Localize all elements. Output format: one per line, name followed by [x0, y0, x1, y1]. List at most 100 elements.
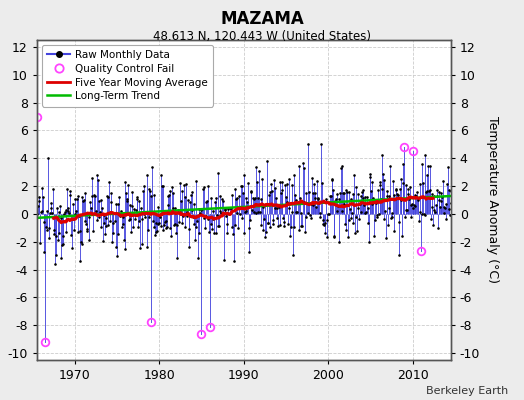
Point	[236, 211, 244, 217]
Point	[166, 187, 174, 194]
Point	[266, 224, 274, 230]
Point	[345, 217, 354, 224]
Point	[92, 208, 100, 214]
Point	[291, 192, 299, 198]
Point	[179, 213, 187, 220]
Point	[252, 164, 260, 170]
Point	[300, 164, 309, 171]
Point	[294, 227, 303, 234]
Point	[446, 188, 455, 194]
Point	[201, 225, 209, 232]
Point	[397, 197, 405, 204]
Point	[342, 187, 351, 193]
Point	[125, 216, 134, 222]
Point	[184, 226, 193, 232]
Point	[63, 185, 71, 192]
Point	[130, 215, 139, 222]
Point	[201, 198, 210, 205]
Point	[29, 203, 37, 210]
Point	[199, 186, 207, 192]
Point	[116, 212, 124, 219]
Point	[420, 210, 428, 217]
Point	[194, 230, 203, 236]
Point	[71, 211, 80, 217]
Point	[65, 210, 73, 216]
Point	[193, 218, 201, 224]
Point	[58, 242, 66, 248]
Point	[99, 238, 107, 244]
Point	[92, 172, 101, 178]
Point	[363, 220, 372, 226]
Point	[318, 217, 326, 223]
Point	[190, 221, 199, 227]
Point	[348, 191, 357, 197]
Point	[309, 202, 317, 208]
Point	[151, 232, 159, 238]
Point	[173, 255, 182, 261]
Point	[447, 200, 455, 206]
Point	[225, 204, 234, 211]
Point	[409, 205, 418, 211]
Point	[318, 180, 326, 186]
Point	[321, 220, 329, 226]
Point	[140, 210, 149, 217]
Point	[174, 219, 183, 225]
Point	[192, 224, 200, 230]
Point	[370, 217, 379, 224]
Point	[148, 164, 156, 170]
Point	[211, 229, 220, 236]
Point	[30, 221, 38, 227]
Point	[43, 155, 52, 162]
Text: 48.613 N, 120.443 W (United States): 48.613 N, 120.443 W (United States)	[153, 30, 371, 43]
Point	[373, 212, 381, 218]
Point	[35, 198, 43, 204]
Point	[246, 188, 255, 194]
Point	[75, 213, 83, 219]
Point	[158, 183, 167, 189]
Point	[214, 223, 223, 229]
Point	[135, 218, 144, 225]
Point	[59, 233, 67, 240]
Point	[238, 215, 246, 222]
Point	[338, 208, 346, 214]
Text: Berkeley Earth: Berkeley Earth	[426, 386, 508, 396]
Point	[88, 175, 96, 182]
Point	[289, 224, 298, 230]
Point	[426, 163, 434, 170]
Point	[367, 187, 375, 194]
Point	[90, 192, 98, 198]
Point	[443, 180, 451, 187]
Point	[335, 196, 344, 202]
Point	[357, 193, 365, 200]
Point	[282, 199, 291, 205]
Point	[42, 227, 51, 233]
Point	[242, 194, 250, 201]
Point	[385, 205, 393, 211]
Point	[250, 194, 259, 201]
Point	[313, 178, 321, 184]
Point	[431, 209, 439, 216]
Point	[121, 246, 129, 252]
Point	[258, 227, 267, 234]
Point	[350, 220, 358, 226]
Point	[171, 220, 180, 227]
Point	[315, 200, 323, 206]
Point	[257, 196, 266, 202]
Point	[284, 221, 292, 227]
Point	[331, 198, 340, 204]
Point	[369, 194, 377, 201]
Point	[362, 209, 370, 216]
Point	[82, 228, 91, 234]
Point	[222, 213, 230, 219]
Point	[303, 200, 311, 206]
Point	[328, 176, 336, 183]
Point	[145, 185, 153, 192]
Point	[278, 186, 287, 193]
Point	[435, 188, 444, 195]
Point	[260, 202, 269, 208]
Point	[263, 158, 271, 164]
Point	[86, 205, 95, 212]
Point	[229, 230, 237, 237]
Point	[249, 196, 258, 202]
Point	[46, 209, 54, 216]
